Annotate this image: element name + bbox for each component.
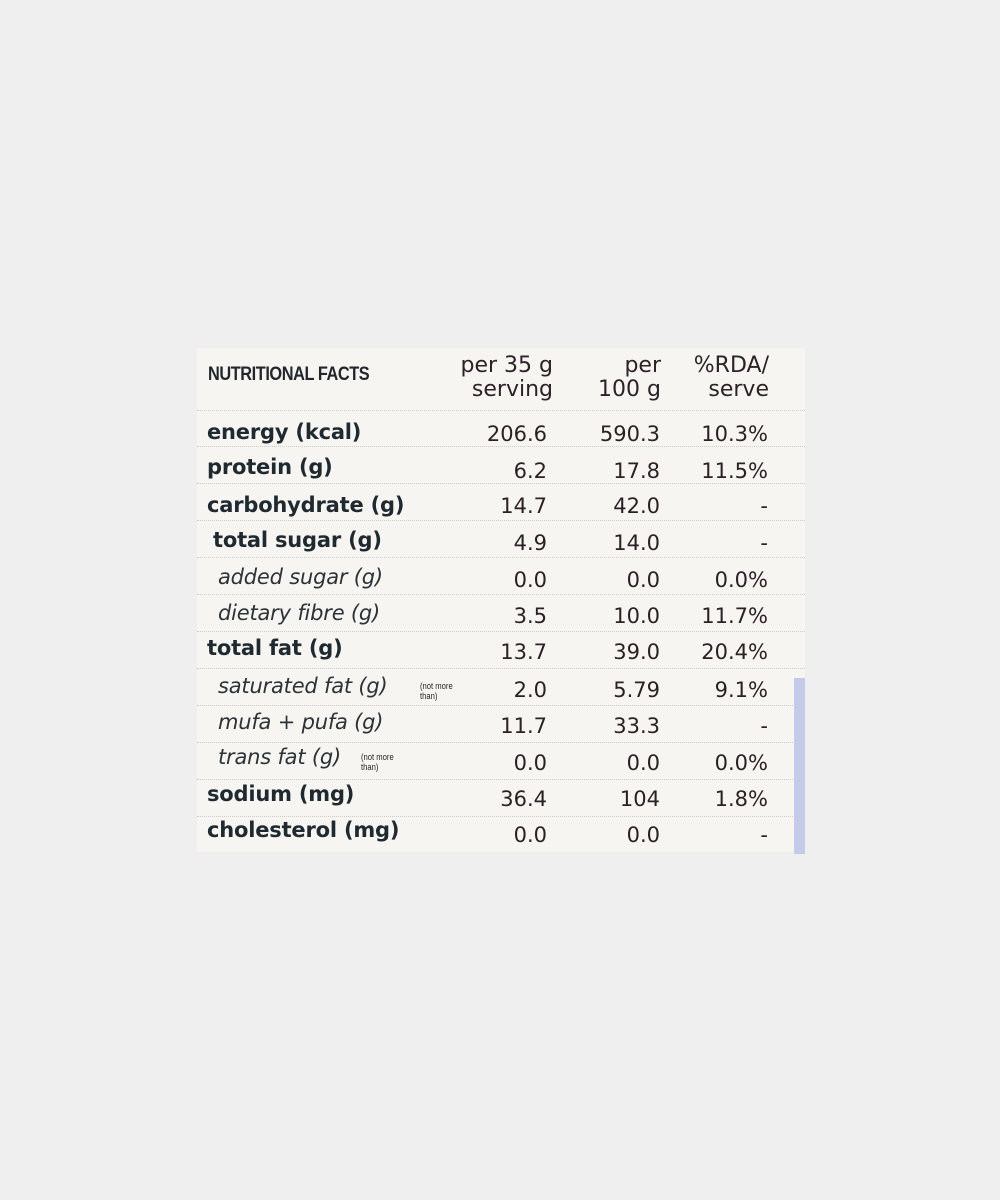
header-row: NUTRITIONAL FACTS per 35 g serving per 1… [197,348,805,411]
nutrient-row-energy: energy (kcal) 206.6 590.3 10.3% [197,410,805,447]
value-per-serving: 206.6 [486,422,547,446]
nutrition-label: NUTRITIONAL FACTS per 35 g serving per 1… [197,348,805,852]
header-per-100g: per 100 g [598,354,661,402]
value-per-serving: 11.7 [500,714,547,738]
nutrient-row-cholesterol: cholesterol (mg) 0.0 0.0 - [197,817,805,852]
value-rda: 1.8% [714,787,768,811]
value-per-serving: 3.5 [513,604,547,628]
nutrient-name: mufa + pufa (g) [218,710,384,734]
value-rda: 11.5% [701,459,768,483]
nutrient-row-trans-fat: trans fat (g) (not more than) 0.0 0.0 0.… [197,743,805,780]
nutrient-row-protein: protein (g) 6.2 17.8 11.5% [197,447,805,484]
value-rda: 10.3% [701,422,768,446]
value-per-100g: 17.8 [613,459,660,483]
value-per-serving: 0.0 [513,751,547,775]
value-per-serving: 36.4 [500,787,547,811]
nutrient-name: trans fat (g) [218,745,341,769]
header-per-100g-line1: per [624,353,661,378]
value-per-100g: 10.0 [613,604,660,628]
value-rda: 9.1% [714,678,768,702]
nutrient-row-dietary-fibre: dietary fibre (g) 3.5 10.0 11.7% [197,595,805,632]
value-rda: - [760,823,768,847]
value-rda: - [760,714,768,738]
value-per-100g: 104 [619,787,660,811]
value-rda: - [760,494,768,518]
value-per-100g: 39.0 [613,640,660,664]
value-rda: 0.0% [714,751,768,775]
value-per-serving: 14.7 [500,494,547,518]
value-per-100g: 5.79 [613,678,660,702]
nutrient-row-added-sugar: added sugar (g) 0.0 0.0 0.0% [197,558,805,595]
nutrient-row-sodium: sodium (mg) 36.4 104 1.8% [197,780,805,817]
value-per-serving: 2.0 [513,678,547,702]
nutrient-name: sodium (mg) [207,782,355,806]
nutrient-note: (not more than) [420,681,453,701]
nutrient-name: added sugar (g) [218,565,383,589]
nutrient-name: saturated fat (g) [218,674,388,698]
value-per-100g: 42.0 [613,494,660,518]
nutrient-name: energy (kcal) [207,420,362,444]
value-per-100g: 590.3 [599,422,660,446]
value-per-serving: 0.0 [513,823,547,847]
value-per-100g: 0.0 [626,823,660,847]
value-per-serving: 0.0 [513,568,547,592]
nutrient-name: carbohydrate (g) [207,493,405,517]
nutrient-note: (not more than) [361,752,394,772]
nutrient-row-total-fat: total fat (g) 13.7 39.0 20.4% [197,632,805,669]
value-per-100g: 0.0 [626,751,660,775]
header-per-serving-line1: per 35 g [460,353,554,378]
header-rda: %RDA/ serve [694,354,769,402]
nutrient-name: protein (g) [207,455,333,479]
value-rda: 0.0% [714,568,768,592]
header-per-serving-line2: serving [471,377,553,402]
nutrient-name: total sugar (g) [213,528,382,552]
value-per-serving: 4.9 [513,531,547,555]
header-rda-line2: serve [708,377,769,402]
nutrient-name: dietary fibre (g) [218,601,381,625]
value-per-100g: 14.0 [613,531,660,555]
header-per-100g-line2: 100 g [598,377,661,402]
package-edge-strip [794,678,805,854]
nutrient-row-saturated-fat: saturated fat (g) (not more than) 2.0 5.… [197,669,805,706]
value-per-serving: 6.2 [513,459,547,483]
value-per-100g: 0.0 [626,568,660,592]
value-rda: - [760,531,768,555]
header-rda-line1: %RDA/ [693,353,769,378]
value-rda: 11.7% [701,604,768,628]
value-rda: 20.4% [701,640,768,664]
header-per-serving: per 35 g serving [461,354,554,402]
nutrient-name: total fat (g) [207,636,343,660]
nutrient-row-carbohydrate: carbohydrate (g) 14.7 42.0 - [197,484,805,521]
value-per-100g: 33.3 [613,714,660,738]
value-per-serving: 13.7 [500,640,547,664]
label-title: NUTRITIONAL FACTS [208,364,370,385]
nutrient-row-mufa-pufa: mufa + pufa (g) 11.7 33.3 - [197,706,805,743]
nutrient-row-total-sugar: total sugar (g) 4.9 14.0 - [197,521,805,558]
nutrient-name: cholesterol (mg) [207,818,400,842]
